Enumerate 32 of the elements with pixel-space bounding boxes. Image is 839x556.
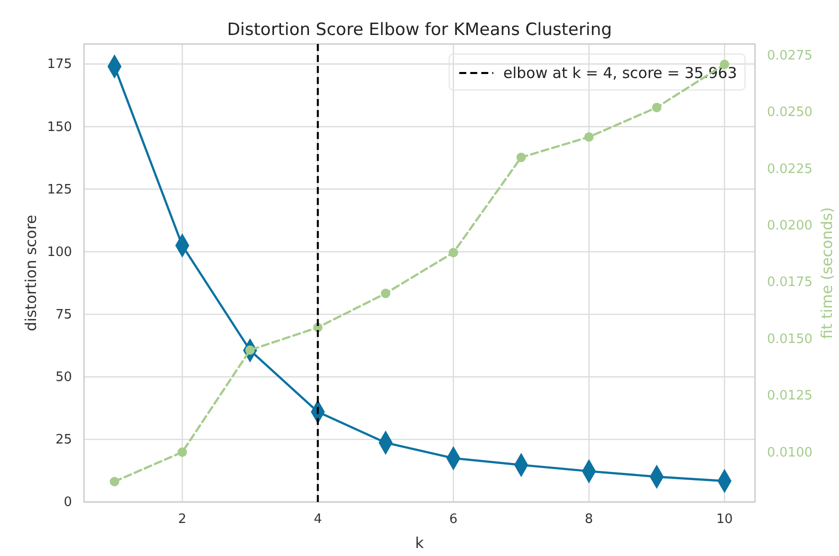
point — [178, 447, 187, 457]
point — [652, 102, 662, 112]
y-tick-label: 75 — [55, 307, 72, 322]
y-tick-label: 175 — [47, 57, 72, 72]
y-tick-label: 0 — [64, 495, 72, 510]
x-tick-label: 4 — [314, 512, 322, 528]
x-axis-title: k — [415, 534, 424, 552]
y2-tick-label: 0.0250 — [767, 105, 812, 120]
y-tick-label: 150 — [47, 120, 72, 135]
y2-tick-label: 0.0200 — [767, 218, 812, 234]
y-axis-title: distortion score — [22, 214, 40, 332]
point — [110, 476, 120, 486]
x-tick-label: 8 — [584, 512, 594, 528]
point — [584, 132, 594, 142]
point — [516, 152, 526, 162]
y2-tick-label: 0.0225 — [767, 162, 812, 177]
point — [380, 288, 390, 298]
y-tick-label: 25 — [55, 432, 72, 448]
x-tick-label: 2 — [178, 512, 186, 528]
x-tick-label: 10 — [716, 512, 733, 528]
y2-tick-label: 0.0100 — [767, 445, 812, 460]
y-tick-label: 100 — [47, 244, 72, 260]
chart-title: Distortion Score Elbow for KMeans Clustering — [227, 20, 612, 40]
y2-tick-label: 0.0275 — [767, 48, 812, 64]
x-tick-label: 6 — [449, 512, 458, 528]
point — [448, 248, 458, 258]
y-tick-label: 50 — [55, 370, 72, 386]
y2-tick-label: 0.0150 — [767, 332, 812, 347]
y-tick-label: 125 — [47, 182, 72, 198]
y2-tick-label: 0.0175 — [767, 275, 812, 290]
y2-axis-title: fit time (seconds) — [818, 207, 836, 339]
y2-tick-label: 0.0125 — [767, 388, 812, 404]
